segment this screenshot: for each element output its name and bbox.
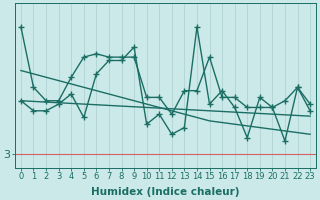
X-axis label: Humidex (Indice chaleur): Humidex (Indice chaleur) xyxy=(91,187,240,197)
